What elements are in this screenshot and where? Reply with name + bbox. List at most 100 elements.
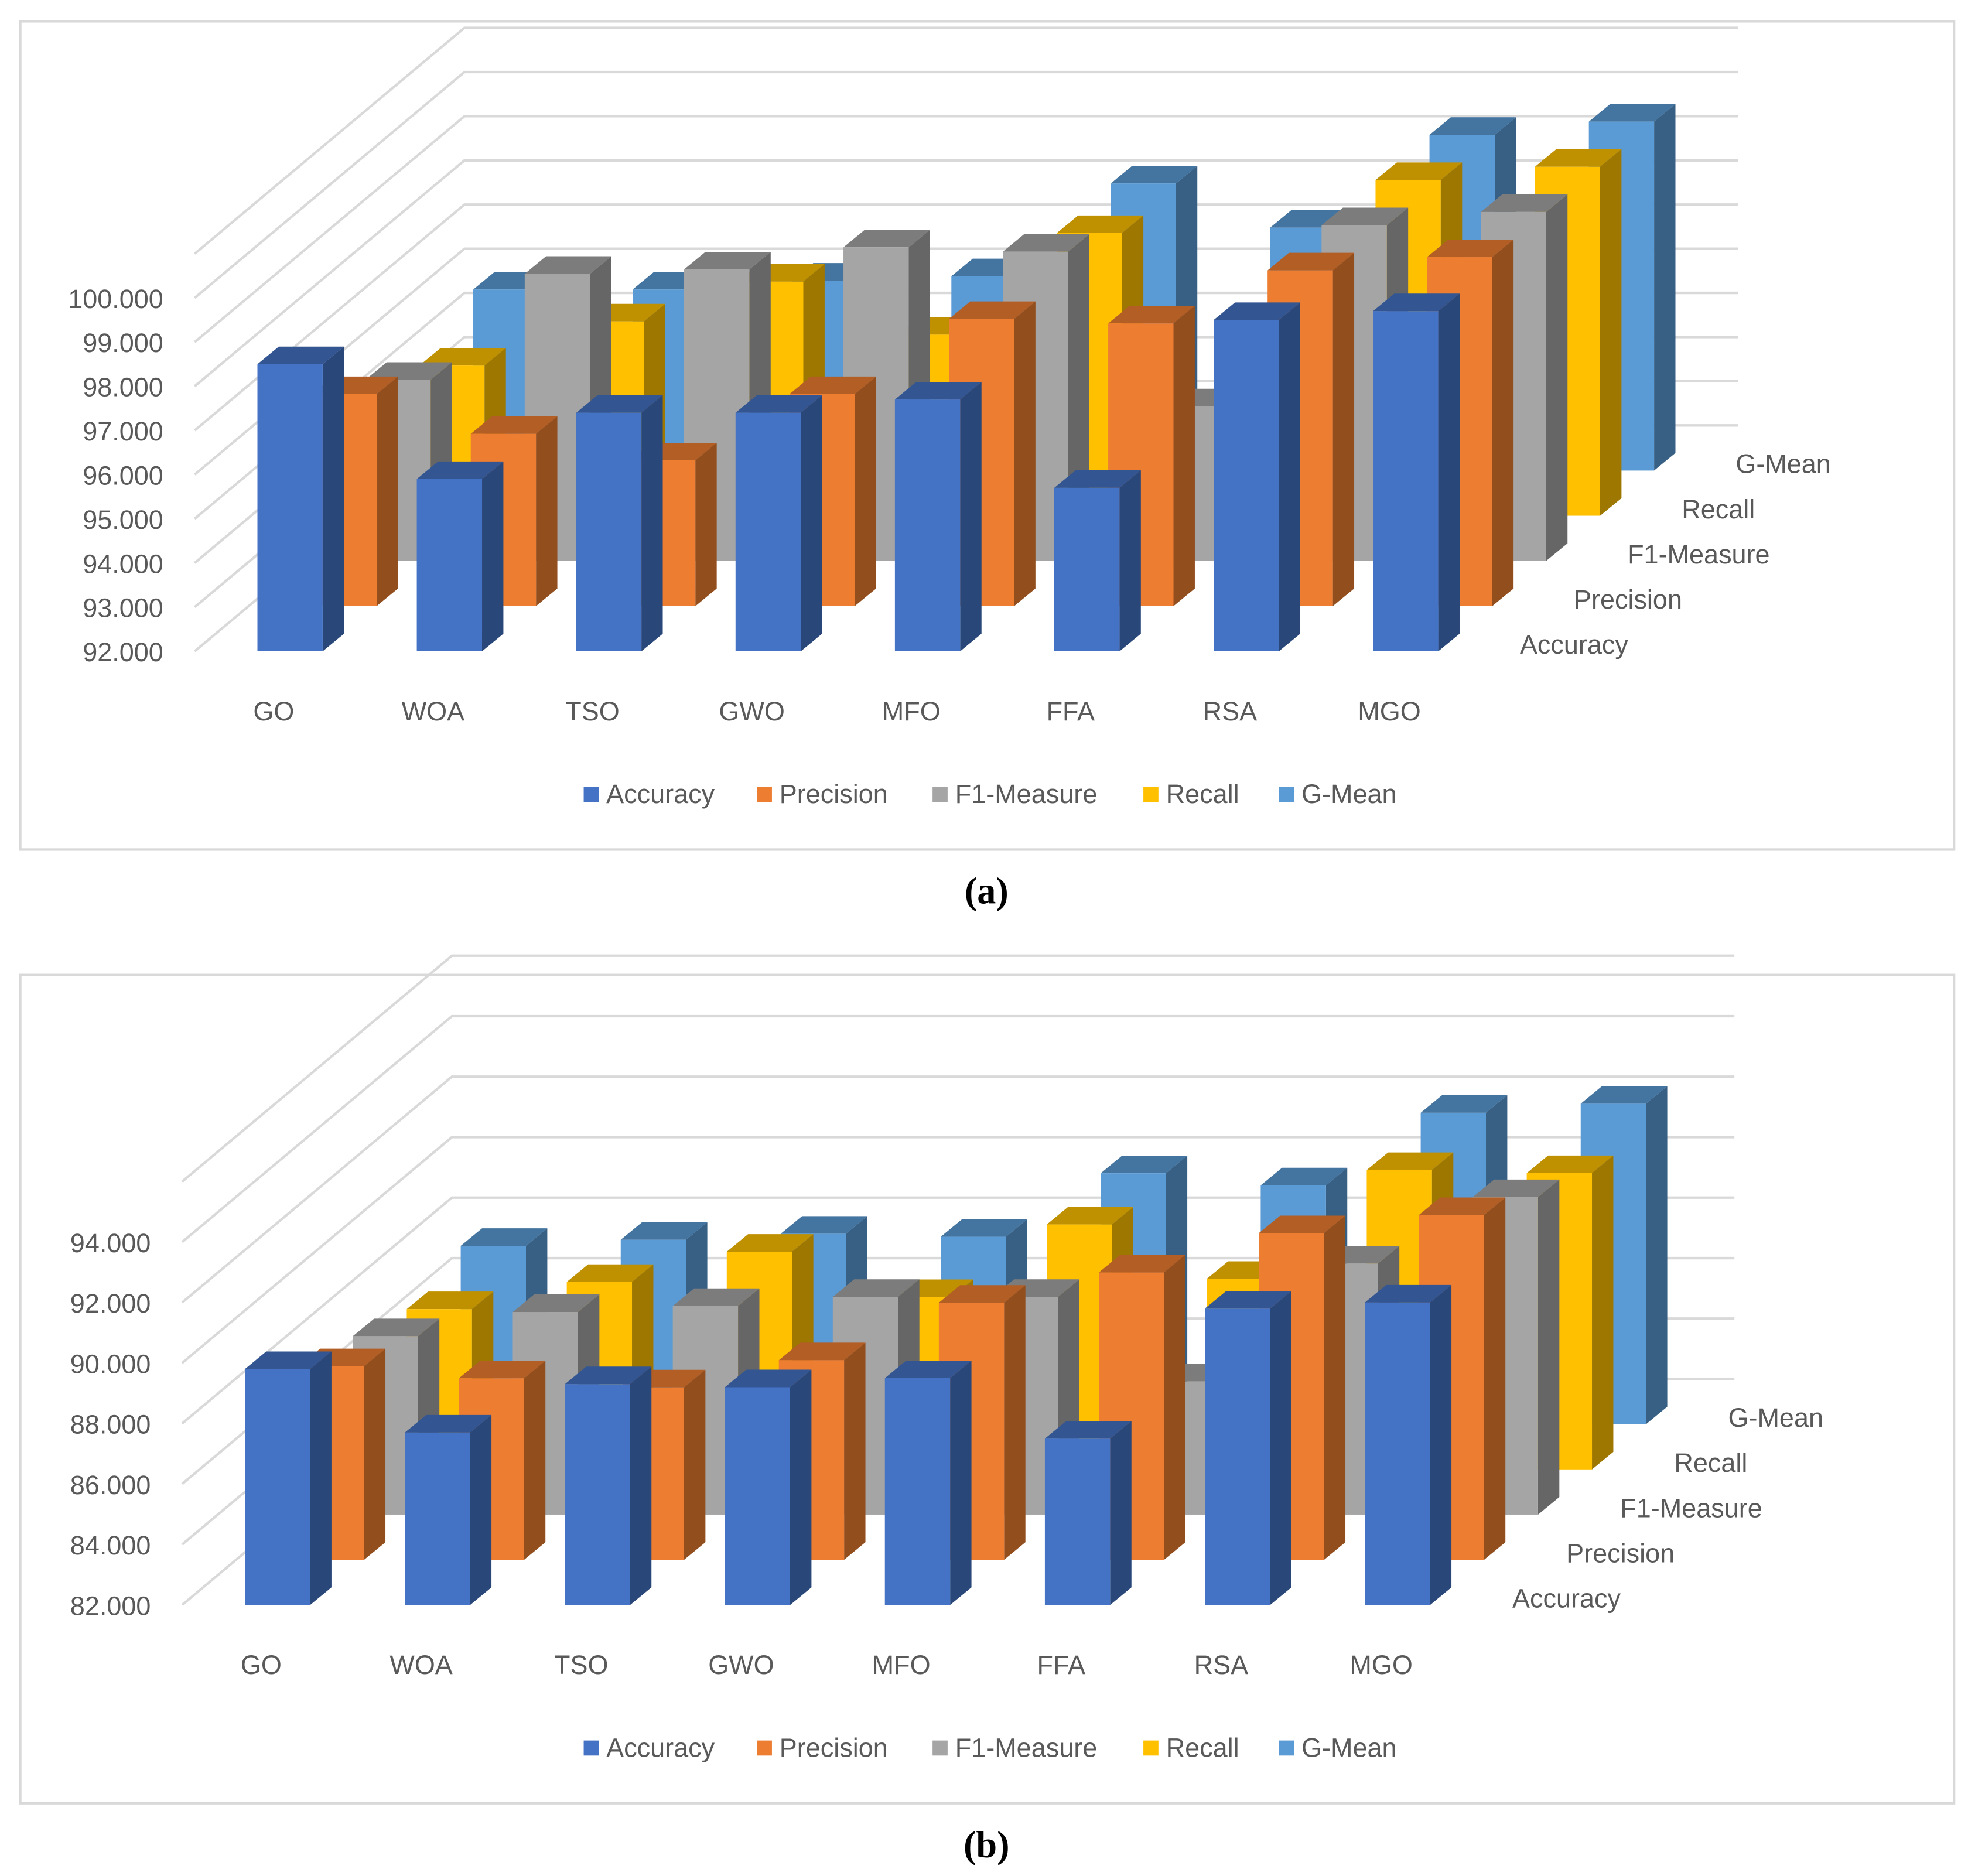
- bar-accuracy-mgo: [1373, 293, 1460, 651]
- bar-side: [470, 1414, 492, 1605]
- bar-side: [801, 395, 822, 651]
- depth-axis-label: F1-Measure: [1620, 1493, 1762, 1523]
- bar-accuracy-gwo: [735, 395, 822, 651]
- bar-accuracy-ffa: [1044, 1421, 1132, 1605]
- legend-label: G-Mean: [1301, 1733, 1397, 1762]
- y-tick-label: 100.000: [68, 284, 163, 314]
- bar-top: [576, 395, 663, 413]
- bar-side: [1654, 104, 1676, 471]
- bar-top: [1003, 234, 1089, 252]
- bar-side: [1646, 1086, 1668, 1424]
- legend-swatch: [583, 1740, 599, 1756]
- category-label: GO: [253, 696, 294, 726]
- bar-side: [1324, 1215, 1346, 1560]
- bar-top: [1526, 1155, 1614, 1173]
- depth-axis-label: Recall: [1674, 1448, 1747, 1478]
- y-tick-label: 94.000: [70, 1228, 151, 1258]
- bar-top: [245, 1351, 332, 1369]
- bar-top: [884, 1360, 972, 1378]
- gridline: [181, 1075, 1735, 1304]
- legend-label: F1-Measure: [955, 1733, 1098, 1762]
- bar-side: [1600, 149, 1622, 516]
- bar-top: [565, 1366, 652, 1385]
- legend-label: Precision: [780, 1733, 888, 1762]
- bar-side: [524, 1361, 546, 1560]
- bar-side: [960, 382, 982, 651]
- category-label: MFO: [882, 696, 941, 726]
- category-label: GO: [241, 1650, 282, 1680]
- depth-axis-label: G-Mean: [1728, 1403, 1823, 1433]
- bar-side: [1332, 252, 1355, 606]
- category-label: TSO: [554, 1650, 608, 1680]
- bar-top: [416, 461, 504, 479]
- legend-label: G-Mean: [1301, 779, 1397, 809]
- gridline: [194, 159, 1738, 388]
- y-tick-label: 86.000: [70, 1470, 151, 1500]
- chart-a: 92.000 93.000 94.000 95.000 96.000 97.000 98.0…: [68, 26, 1831, 809]
- bar-top: [949, 301, 1036, 319]
- bar-accuracy-go: [257, 346, 344, 651]
- bar-front: [576, 412, 642, 651]
- bar-side: [1430, 1284, 1452, 1605]
- bar-top: [1108, 306, 1195, 324]
- bar-side: [377, 376, 398, 606]
- category-label: MGO: [1358, 696, 1420, 726]
- bar-accuracy-mgo: [1365, 1284, 1452, 1605]
- bar-top: [941, 1219, 1027, 1237]
- bar-accuracy-tso: [576, 395, 663, 651]
- y-tick-label: 99.000: [83, 328, 163, 358]
- bar-top: [1429, 117, 1516, 135]
- legend-label: F1-Measure: [955, 779, 1098, 809]
- bar-top: [524, 256, 611, 274]
- bar-front: [565, 1384, 630, 1605]
- bar-accuracy-ffa: [1054, 470, 1141, 651]
- bar-front: [416, 479, 483, 651]
- bar-top: [460, 1228, 548, 1246]
- y-tick-label: 94.000: [83, 549, 163, 579]
- bar-side: [310, 1351, 332, 1605]
- bar-accuracy-woa: [416, 461, 504, 651]
- depth-axis-label: Precision: [1566, 1538, 1675, 1568]
- legend-label: Accuracy: [606, 1733, 715, 1762]
- bar-side: [630, 1366, 652, 1605]
- bar-top: [1321, 207, 1409, 225]
- chart-b: 82.000 84.000 86.000 88.000 90.000 92.000 94.0…: [70, 954, 1823, 1762]
- bar-side: [1014, 301, 1036, 606]
- bar-accuracy-woa: [405, 1414, 492, 1605]
- bar-side: [1279, 302, 1300, 651]
- bar-front: [884, 1378, 951, 1605]
- bar-front: [894, 399, 961, 651]
- bar-top: [512, 1294, 600, 1313]
- gridline: [181, 954, 1735, 1183]
- bar-top: [1205, 1291, 1292, 1309]
- gridline: [194, 115, 1738, 343]
- bar-top: [726, 1234, 814, 1252]
- bar-top: [725, 1369, 812, 1388]
- y-tick-label: 92.000: [83, 637, 163, 667]
- category-label: RSA: [1203, 696, 1258, 726]
- bar-top: [1214, 302, 1300, 320]
- bar-side: [684, 1369, 706, 1560]
- gridline: [194, 26, 1738, 255]
- bar-front: [1205, 1308, 1270, 1605]
- bar-top: [1472, 1179, 1560, 1197]
- bar-side: [1004, 1285, 1026, 1560]
- bar-top: [1580, 1086, 1668, 1104]
- y-tick-label: 95.000: [83, 505, 163, 535]
- bar-top: [894, 382, 982, 400]
- bar-top: [789, 376, 876, 394]
- category-label: RSA: [1194, 1650, 1249, 1680]
- y-tick-label: 90.000: [70, 1349, 151, 1379]
- depth-axis-label: Accuracy: [1520, 630, 1628, 659]
- legend-swatch: [1143, 787, 1159, 802]
- bar-side: [1546, 194, 1568, 561]
- bar-accuracy-mfo: [884, 1360, 972, 1605]
- depth-axis-label: G-Mean: [1735, 449, 1831, 479]
- bar-top: [620, 1222, 708, 1240]
- bar-top: [1420, 1095, 1508, 1113]
- category-label: MGO: [1349, 1650, 1412, 1680]
- bar-top: [419, 348, 506, 366]
- y-tick-label: 84.000: [70, 1530, 151, 1560]
- bar-top: [566, 1264, 654, 1282]
